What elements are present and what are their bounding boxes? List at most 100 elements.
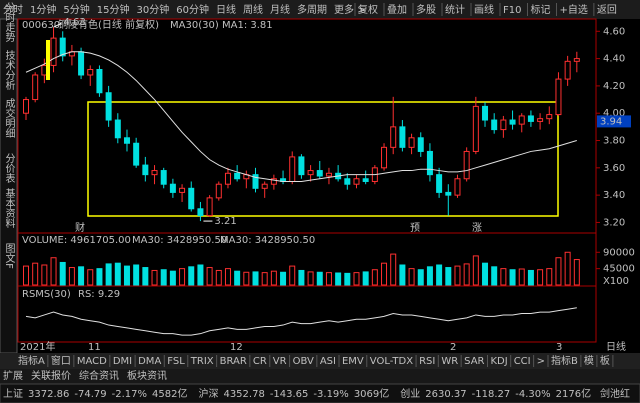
volume-bar bbox=[96, 268, 103, 286]
toolbar-button[interactable]: 叠加 bbox=[387, 4, 407, 16]
panel-tab[interactable]: 综合资讯 bbox=[79, 369, 119, 382]
rsms-frame bbox=[17, 285, 597, 343]
y-tick-label: 4.20 bbox=[603, 81, 625, 92]
candle-body bbox=[344, 178, 351, 185]
indicator-tab[interactable]: DMA bbox=[138, 356, 161, 367]
candle-body bbox=[87, 69, 94, 76]
indicator-tab[interactable]: BRAR bbox=[220, 356, 247, 367]
volume-bar bbox=[68, 267, 75, 286]
side-tab[interactable]: 基本资料 bbox=[3, 187, 15, 229]
date-label: 2021年 bbox=[20, 340, 55, 353]
indicator-tab[interactable]: RSI bbox=[419, 356, 435, 367]
indicator-tab[interactable]: 窗口 bbox=[51, 354, 71, 367]
stock-code: 000630 bbox=[22, 20, 60, 31]
side-tab[interactable]: 分时走势 bbox=[3, 2, 15, 43]
toolbar-button[interactable]: 统计 bbox=[445, 3, 465, 16]
indicator-tab[interactable]: DMI bbox=[113, 356, 132, 367]
toolbar-tab[interactable]: 30分钟 bbox=[136, 3, 169, 16]
indicator-tab[interactable]: 模 bbox=[584, 355, 594, 367]
status-value: 4352.78 bbox=[223, 389, 264, 400]
candle-body bbox=[555, 78, 562, 116]
event-marker[interactable]: 财 bbox=[75, 221, 85, 234]
indicator-tab[interactable]: VR bbox=[273, 356, 287, 367]
volume-bar bbox=[105, 263, 112, 286]
candle-body bbox=[298, 156, 305, 176]
candle-body bbox=[316, 170, 323, 177]
toolbar-button[interactable]: 返回 bbox=[597, 4, 617, 16]
indicator-tab[interactable]: > bbox=[537, 356, 545, 367]
toolbar-tab[interactable]: 月线 bbox=[270, 3, 290, 16]
toolbar-tab[interactable]: 日线 bbox=[216, 3, 236, 16]
volume-unit: X100 bbox=[603, 276, 629, 287]
toolbar-button[interactable]: 多股 bbox=[416, 3, 436, 16]
toolbar-button[interactable]: F10 bbox=[503, 5, 521, 16]
side-tab[interactable]: 分价表 bbox=[3, 153, 15, 184]
event-marker[interactable]: 涨 bbox=[472, 222, 482, 234]
volume-bar bbox=[78, 266, 85, 286]
side-tab[interactable]: 成交明细 bbox=[3, 98, 15, 138]
indicator-tab[interactable]: EMV bbox=[342, 356, 364, 367]
side-tab[interactable]: 图文F bbox=[3, 243, 15, 269]
indicator-tab[interactable]: 指标A bbox=[18, 354, 45, 367]
candle-body bbox=[123, 137, 130, 144]
indicator-tab[interactable]: FSL bbox=[167, 356, 185, 367]
period-tab[interactable]: 日线 bbox=[606, 340, 626, 353]
panel-tab[interactable]: 关联报价 bbox=[31, 369, 71, 382]
candle-body bbox=[78, 51, 85, 76]
volume-bar bbox=[142, 267, 149, 286]
volume-bar bbox=[390, 253, 397, 286]
indicator-tab[interactable]: KDJ bbox=[490, 356, 507, 367]
candle-body bbox=[151, 170, 158, 176]
indicator-tab[interactable]: WR bbox=[441, 356, 458, 367]
volume-bar bbox=[509, 269, 516, 286]
indicator-tab[interactable]: TRIX bbox=[190, 356, 214, 367]
volume-bar bbox=[573, 259, 580, 286]
toolbar-tab[interactable]: 分时 bbox=[3, 4, 23, 16]
panel-tab[interactable]: 扩展 bbox=[3, 369, 23, 382]
toolbar-button[interactable]: 画线 bbox=[474, 3, 494, 16]
volume-bar bbox=[179, 268, 186, 286]
toolbar-tab[interactable]: 1分钟 bbox=[30, 3, 56, 16]
toolbar-tab[interactable]: 更多 > bbox=[334, 3, 366, 16]
candle-body bbox=[224, 172, 231, 185]
toolbar-tab[interactable]: 周线 bbox=[243, 3, 263, 16]
volume-bar bbox=[454, 265, 461, 286]
toolbar-button[interactable]: +自选 bbox=[559, 3, 587, 16]
toolbar-tab[interactable]: 15分钟 bbox=[97, 3, 130, 16]
indicator-tab[interactable]: MACD bbox=[77, 356, 107, 367]
panel-tab[interactable]: 板块资讯 bbox=[127, 369, 167, 382]
toolbar-tab[interactable]: 多周期 bbox=[297, 3, 327, 16]
event-marker[interactable]: 预 bbox=[410, 222, 420, 234]
indicator-tab[interactable]: SAR bbox=[464, 356, 484, 367]
volume-bar bbox=[206, 267, 213, 286]
toolbar-tab[interactable]: 60分钟 bbox=[176, 3, 209, 16]
highlight-bar bbox=[46, 40, 50, 80]
volume-bar bbox=[243, 271, 250, 286]
y-tick-label: 4.60 bbox=[603, 26, 625, 37]
candle-body bbox=[169, 183, 176, 193]
volume-bar bbox=[270, 270, 277, 286]
indicator-tab[interactable]: 板 bbox=[600, 354, 610, 367]
indicator-tab[interactable]: OBV bbox=[293, 356, 314, 367]
indicator-tab[interactable]: CR bbox=[253, 356, 267, 367]
status-amount: 4582亿 bbox=[152, 387, 187, 400]
toolbar-tab[interactable]: 5分钟 bbox=[63, 3, 89, 16]
indicator-tab[interactable]: 指标B bbox=[551, 354, 578, 367]
volume-bar bbox=[169, 270, 176, 286]
side-tab[interactable]: 技术分析 bbox=[3, 49, 15, 91]
volume-bar bbox=[555, 257, 562, 286]
y-tick-label: 90000 bbox=[603, 247, 635, 258]
volume-bar bbox=[546, 268, 553, 286]
status-right: 剑池红 bbox=[600, 387, 630, 400]
volume-bar bbox=[316, 271, 323, 286]
indicator-tab[interactable]: CCI bbox=[514, 356, 531, 367]
toolbar-button[interactable]: 复权 bbox=[358, 3, 378, 16]
candle-body bbox=[546, 114, 553, 120]
volume-bar bbox=[325, 272, 332, 286]
toolbar-button[interactable]: 标记 bbox=[530, 4, 550, 16]
indicator-tab[interactable]: ASI bbox=[320, 356, 336, 367]
box-annotation bbox=[87, 101, 559, 217]
volume-bar bbox=[362, 271, 369, 286]
indicator-tab[interactable]: VOL-TDX bbox=[370, 356, 413, 367]
